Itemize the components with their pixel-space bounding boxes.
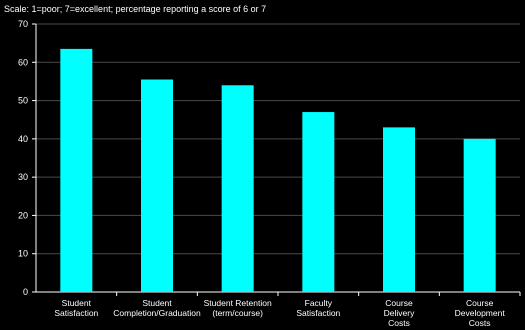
y-tick-label: 30 xyxy=(18,172,28,182)
category-label: Student Satisfaction xyxy=(54,298,98,318)
bar xyxy=(302,112,335,292)
y-tick-label: 60 xyxy=(18,57,28,67)
category-label-line: Costs xyxy=(469,318,491,328)
category-label-line: Student xyxy=(142,298,172,308)
bar xyxy=(141,79,173,292)
category-label-line: Course xyxy=(466,298,494,308)
y-tick-label: 0 xyxy=(23,287,28,297)
category-label-line: Course xyxy=(385,298,413,308)
category-label: Student Retention (term/course) xyxy=(204,298,272,318)
category-label: Course Development Costs xyxy=(455,298,506,328)
category-label: Faculty Satisfaction xyxy=(296,298,340,318)
y-tick-label: 70 xyxy=(18,19,28,29)
category-label-line: Completion/Graduation xyxy=(113,308,201,318)
category-label-line: Satisfaction xyxy=(296,308,340,318)
category-label: Course Delivery Costs xyxy=(384,298,415,328)
y-tick-label: 10 xyxy=(18,249,28,259)
category-label-line: Development xyxy=(455,308,506,318)
bars xyxy=(60,48,496,293)
category-label-line: Delivery xyxy=(384,308,415,318)
axes xyxy=(32,23,521,296)
category-label-line: (term/course) xyxy=(212,308,263,318)
bar xyxy=(463,138,496,292)
category-label: Student Completion/Graduation xyxy=(113,298,201,318)
bar xyxy=(221,85,254,292)
bar xyxy=(383,127,415,292)
category-label-line: Costs xyxy=(388,318,410,328)
y-tick-label: 50 xyxy=(18,96,28,106)
category-label-line: Student xyxy=(62,298,92,308)
category-label-line: Student Retention xyxy=(204,298,272,308)
y-tick-labels: 0 10 20 30 40 50 60 70 xyxy=(18,19,28,297)
bar xyxy=(60,48,93,293)
y-tick-label: 40 xyxy=(18,134,28,144)
chart-note: Scale: 1=poor; 7=excellent; percentage r… xyxy=(4,4,266,14)
category-label-line: Satisfaction xyxy=(54,308,98,318)
y-tick-label: 20 xyxy=(18,210,28,220)
category-label-line: Faculty xyxy=(305,298,333,308)
gridlines xyxy=(36,23,520,255)
